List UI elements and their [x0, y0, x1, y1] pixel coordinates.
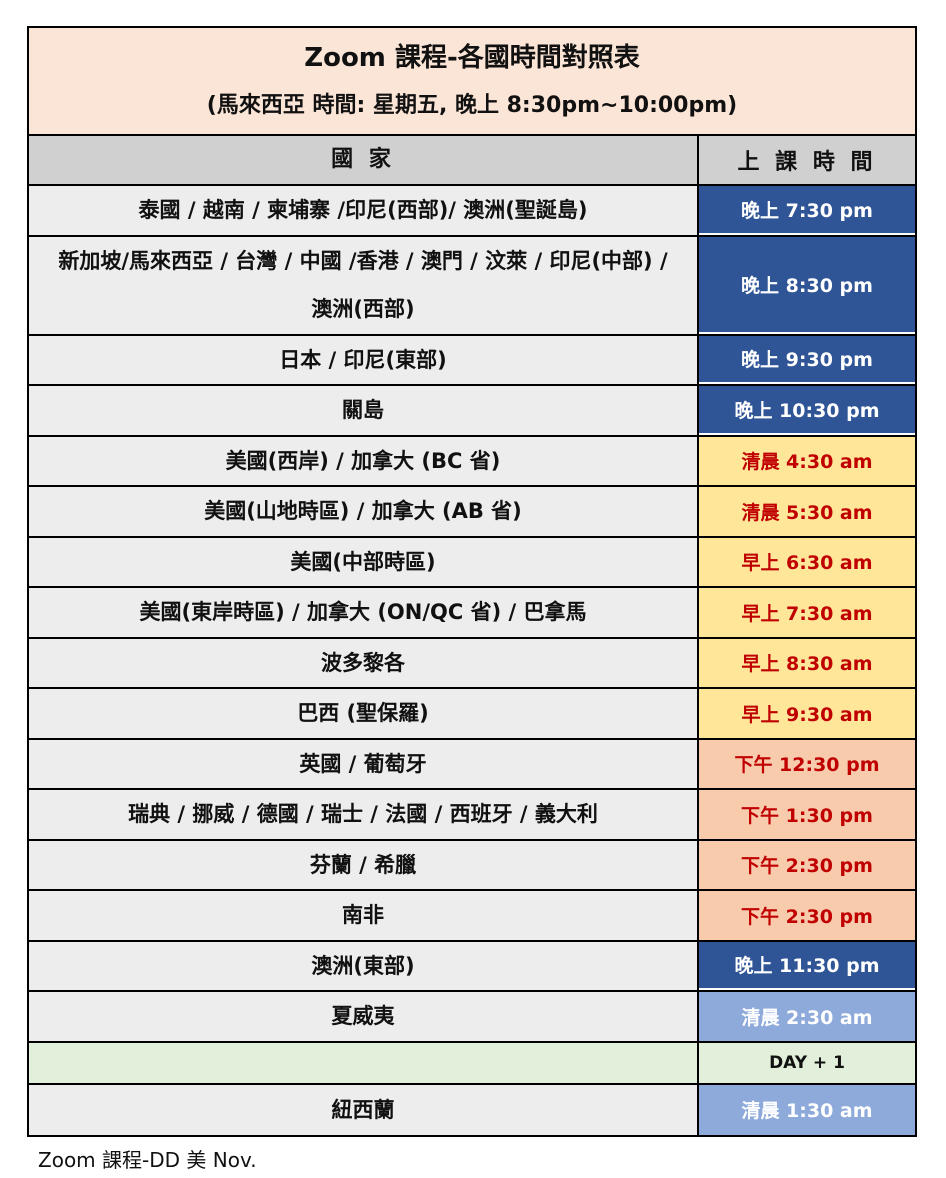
time-cell: 晚上 10:30 pm	[699, 386, 915, 435]
table-row: 澳洲(東部) 晚上 11:30 pm	[29, 941, 915, 992]
table-row: DAY + 1	[29, 1042, 915, 1085]
country-cell: 英國 / 葡萄牙	[29, 739, 699, 788]
footnote: Zoom 課程-DD 美 Nov.	[38, 1148, 257, 1172]
country-cell: 波多黎各	[29, 638, 699, 687]
time-cell: 下午 1:30 pm	[699, 790, 915, 839]
table-row: 美國(東岸時區) / 加拿大 (ON/QC 省) / 巴拿馬 早上 7:30 am	[29, 588, 915, 639]
country-cell: 瑞典 / 挪威 / 德國 / 瑞士 / 法國 / 西班牙 / 義大利	[29, 790, 699, 839]
table-row: 巴西 (聖保羅) 早上 9:30 am	[29, 689, 915, 740]
table-row: 泰國 / 越南 / 柬埔寨 /印尼(西部)/ 澳洲(聖誕島) 晚上 7:30 pm	[29, 186, 915, 237]
time-cell: 清晨 4:30 am	[699, 436, 915, 485]
country-cell: 巴西 (聖保羅)	[29, 689, 699, 738]
table-row: 新加坡/馬來西亞 / 台灣 / 中國 /香港 / 澳門 / 汶萊 / 印尼(中部…	[29, 236, 915, 336]
table-row: 芬蘭 / 希臘 下午 2:30 pm	[29, 840, 915, 891]
table-row: 美國(山地時區) / 加拿大 (AB 省) 清晨 5:30 am	[29, 487, 915, 538]
country-cell: 泰國 / 越南 / 柬埔寨 /印尼(西部)/ 澳洲(聖誕島)	[29, 186, 699, 235]
time-cell: 清晨 5:30 am	[699, 487, 915, 536]
country-cell: 美國(中部時區)	[29, 537, 699, 586]
country-cell: 新加坡/馬來西亞 / 台灣 / 中國 /香港 / 澳門 / 汶萊 / 印尼(中部…	[29, 236, 699, 334]
time-cell: 清晨 2:30 am	[699, 992, 915, 1041]
header-time: 上 課 時 間	[699, 136, 915, 184]
table-subtitle: (馬來西亞 時間: 星期五, 晚上 8:30pm~10:00pm)	[206, 93, 738, 118]
table-row: 美國(西岸) / 加拿大 (BC 省) 清晨 4:30 am	[29, 436, 915, 487]
table-row: 南非 下午 2:30 pm	[29, 891, 915, 942]
country-cell: 美國(山地時區) / 加拿大 (AB 省)	[29, 487, 699, 536]
table-row: 美國(中部時區) 早上 6:30 am	[29, 537, 915, 588]
time-cell: 下午 12:30 pm	[699, 739, 915, 788]
time-cell: DAY + 1	[699, 1042, 915, 1083]
country-cell: 芬蘭 / 希臘	[29, 840, 699, 889]
country-cell: 南非	[29, 891, 699, 940]
table-title-cell: Zoom 課程-各國時間對照表 (馬來西亞 時間: 星期五, 晚上 8:30pm…	[29, 28, 915, 136]
table-row: 波多黎各 早上 8:30 am	[29, 638, 915, 689]
time-cell: 晚上 7:30 pm	[699, 186, 915, 235]
time-cell: 下午 2:30 pm	[699, 891, 915, 940]
country-cell: 美國(東岸時區) / 加拿大 (ON/QC 省) / 巴拿馬	[29, 588, 699, 637]
country-cell: 夏威夷	[29, 992, 699, 1041]
table-row: 瑞典 / 挪威 / 德國 / 瑞士 / 法國 / 西班牙 / 義大利 下午 1:3…	[29, 790, 915, 841]
table-row: 英國 / 葡萄牙 下午 12:30 pm	[29, 739, 915, 790]
timezone-table: Zoom 課程-各國時間對照表 (馬來西亞 時間: 星期五, 晚上 8:30pm…	[27, 26, 917, 1137]
table-body: 泰國 / 越南 / 柬埔寨 /印尼(西部)/ 澳洲(聖誕島) 晚上 7:30 pm…	[29, 186, 915, 1135]
country-cell: 關島	[29, 386, 699, 435]
country-cell: 澳洲(東部)	[29, 941, 699, 990]
time-cell: 晚上 9:30 pm	[699, 335, 915, 384]
table-title: Zoom 課程-各國時間對照表	[304, 43, 640, 73]
header-country: 國 家	[29, 136, 699, 184]
time-cell: 早上 7:30 am	[699, 588, 915, 637]
table-row: 紐西蘭 清晨 1:30 am	[29, 1084, 915, 1135]
time-cell: 晚上 11:30 pm	[699, 941, 915, 990]
time-cell: 早上 6:30 am	[699, 537, 915, 586]
time-cell: 早上 9:30 am	[699, 689, 915, 738]
table-row: 關島 晚上 10:30 pm	[29, 386, 915, 437]
table-row: 夏威夷 清晨 2:30 am	[29, 992, 915, 1043]
country-cell: 紐西蘭	[29, 1084, 699, 1135]
header-row: 國 家 上 課 時 間	[29, 136, 915, 186]
table-row: 日本 / 印尼(東部) 晚上 9:30 pm	[29, 335, 915, 386]
country-cell: 日本 / 印尼(東部)	[29, 335, 699, 384]
time-cell: 清晨 1:30 am	[699, 1084, 915, 1135]
time-cell: 晚上 8:30 pm	[699, 236, 915, 334]
country-cell	[29, 1042, 699, 1083]
country-cell: 美國(西岸) / 加拿大 (BC 省)	[29, 436, 699, 485]
time-cell: 下午 2:30 pm	[699, 840, 915, 889]
time-cell: 早上 8:30 am	[699, 638, 915, 687]
